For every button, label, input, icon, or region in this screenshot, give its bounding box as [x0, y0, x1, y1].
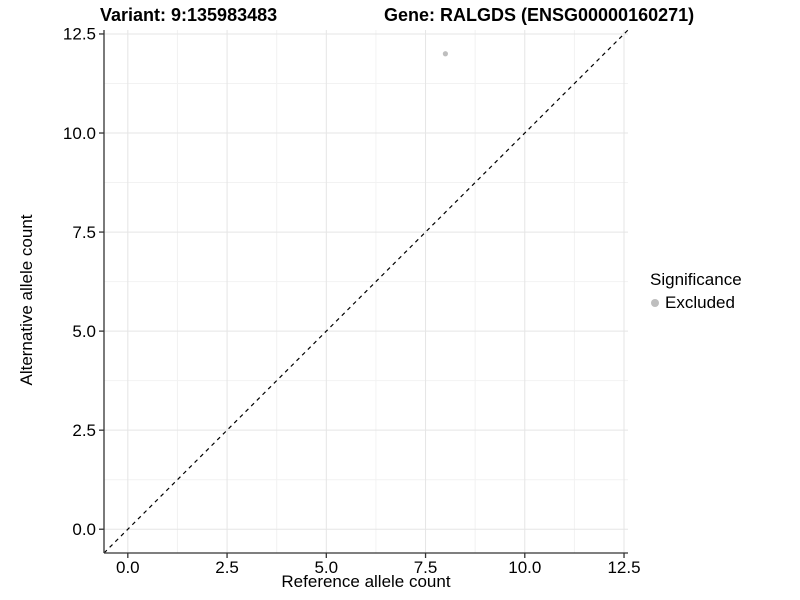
- y-tick-label: 7.5: [72, 223, 96, 242]
- legend-entry-excluded: Excluded: [646, 293, 742, 313]
- y-tick-label: 12.5: [63, 25, 96, 44]
- x-tick-label: 2.5: [215, 558, 239, 577]
- identity-line: [103, 29, 629, 554]
- y-tick-label: 0.0: [72, 520, 96, 539]
- y-axis-title: Alternative allele count: [17, 214, 36, 386]
- x-tick-label: 0.0: [116, 558, 140, 577]
- excluded-point-icon: [651, 299, 659, 307]
- x-axis-title: Reference allele count: [281, 572, 451, 591]
- y-tick-label: 5.0: [72, 322, 96, 341]
- legend-entry-label: Excluded: [665, 293, 735, 312]
- x-tick-label: 10.0: [508, 558, 541, 577]
- x-tick-label: 7.5: [414, 558, 438, 577]
- x-tick-label: 5.0: [314, 558, 338, 577]
- data-point: [442, 51, 448, 57]
- y-tick-label: 10.0: [63, 124, 96, 143]
- plot-title-gene: Gene: RALGDS (ENSG00000160271): [384, 5, 695, 25]
- legend-title: Significance: [650, 270, 742, 289]
- x-tick-label: 12.5: [607, 558, 640, 577]
- y-tick-label: 2.5: [72, 421, 96, 440]
- plot-title-variant: Variant: 9:135983483: [100, 5, 278, 25]
- legend: Significance Excluded: [646, 270, 742, 313]
